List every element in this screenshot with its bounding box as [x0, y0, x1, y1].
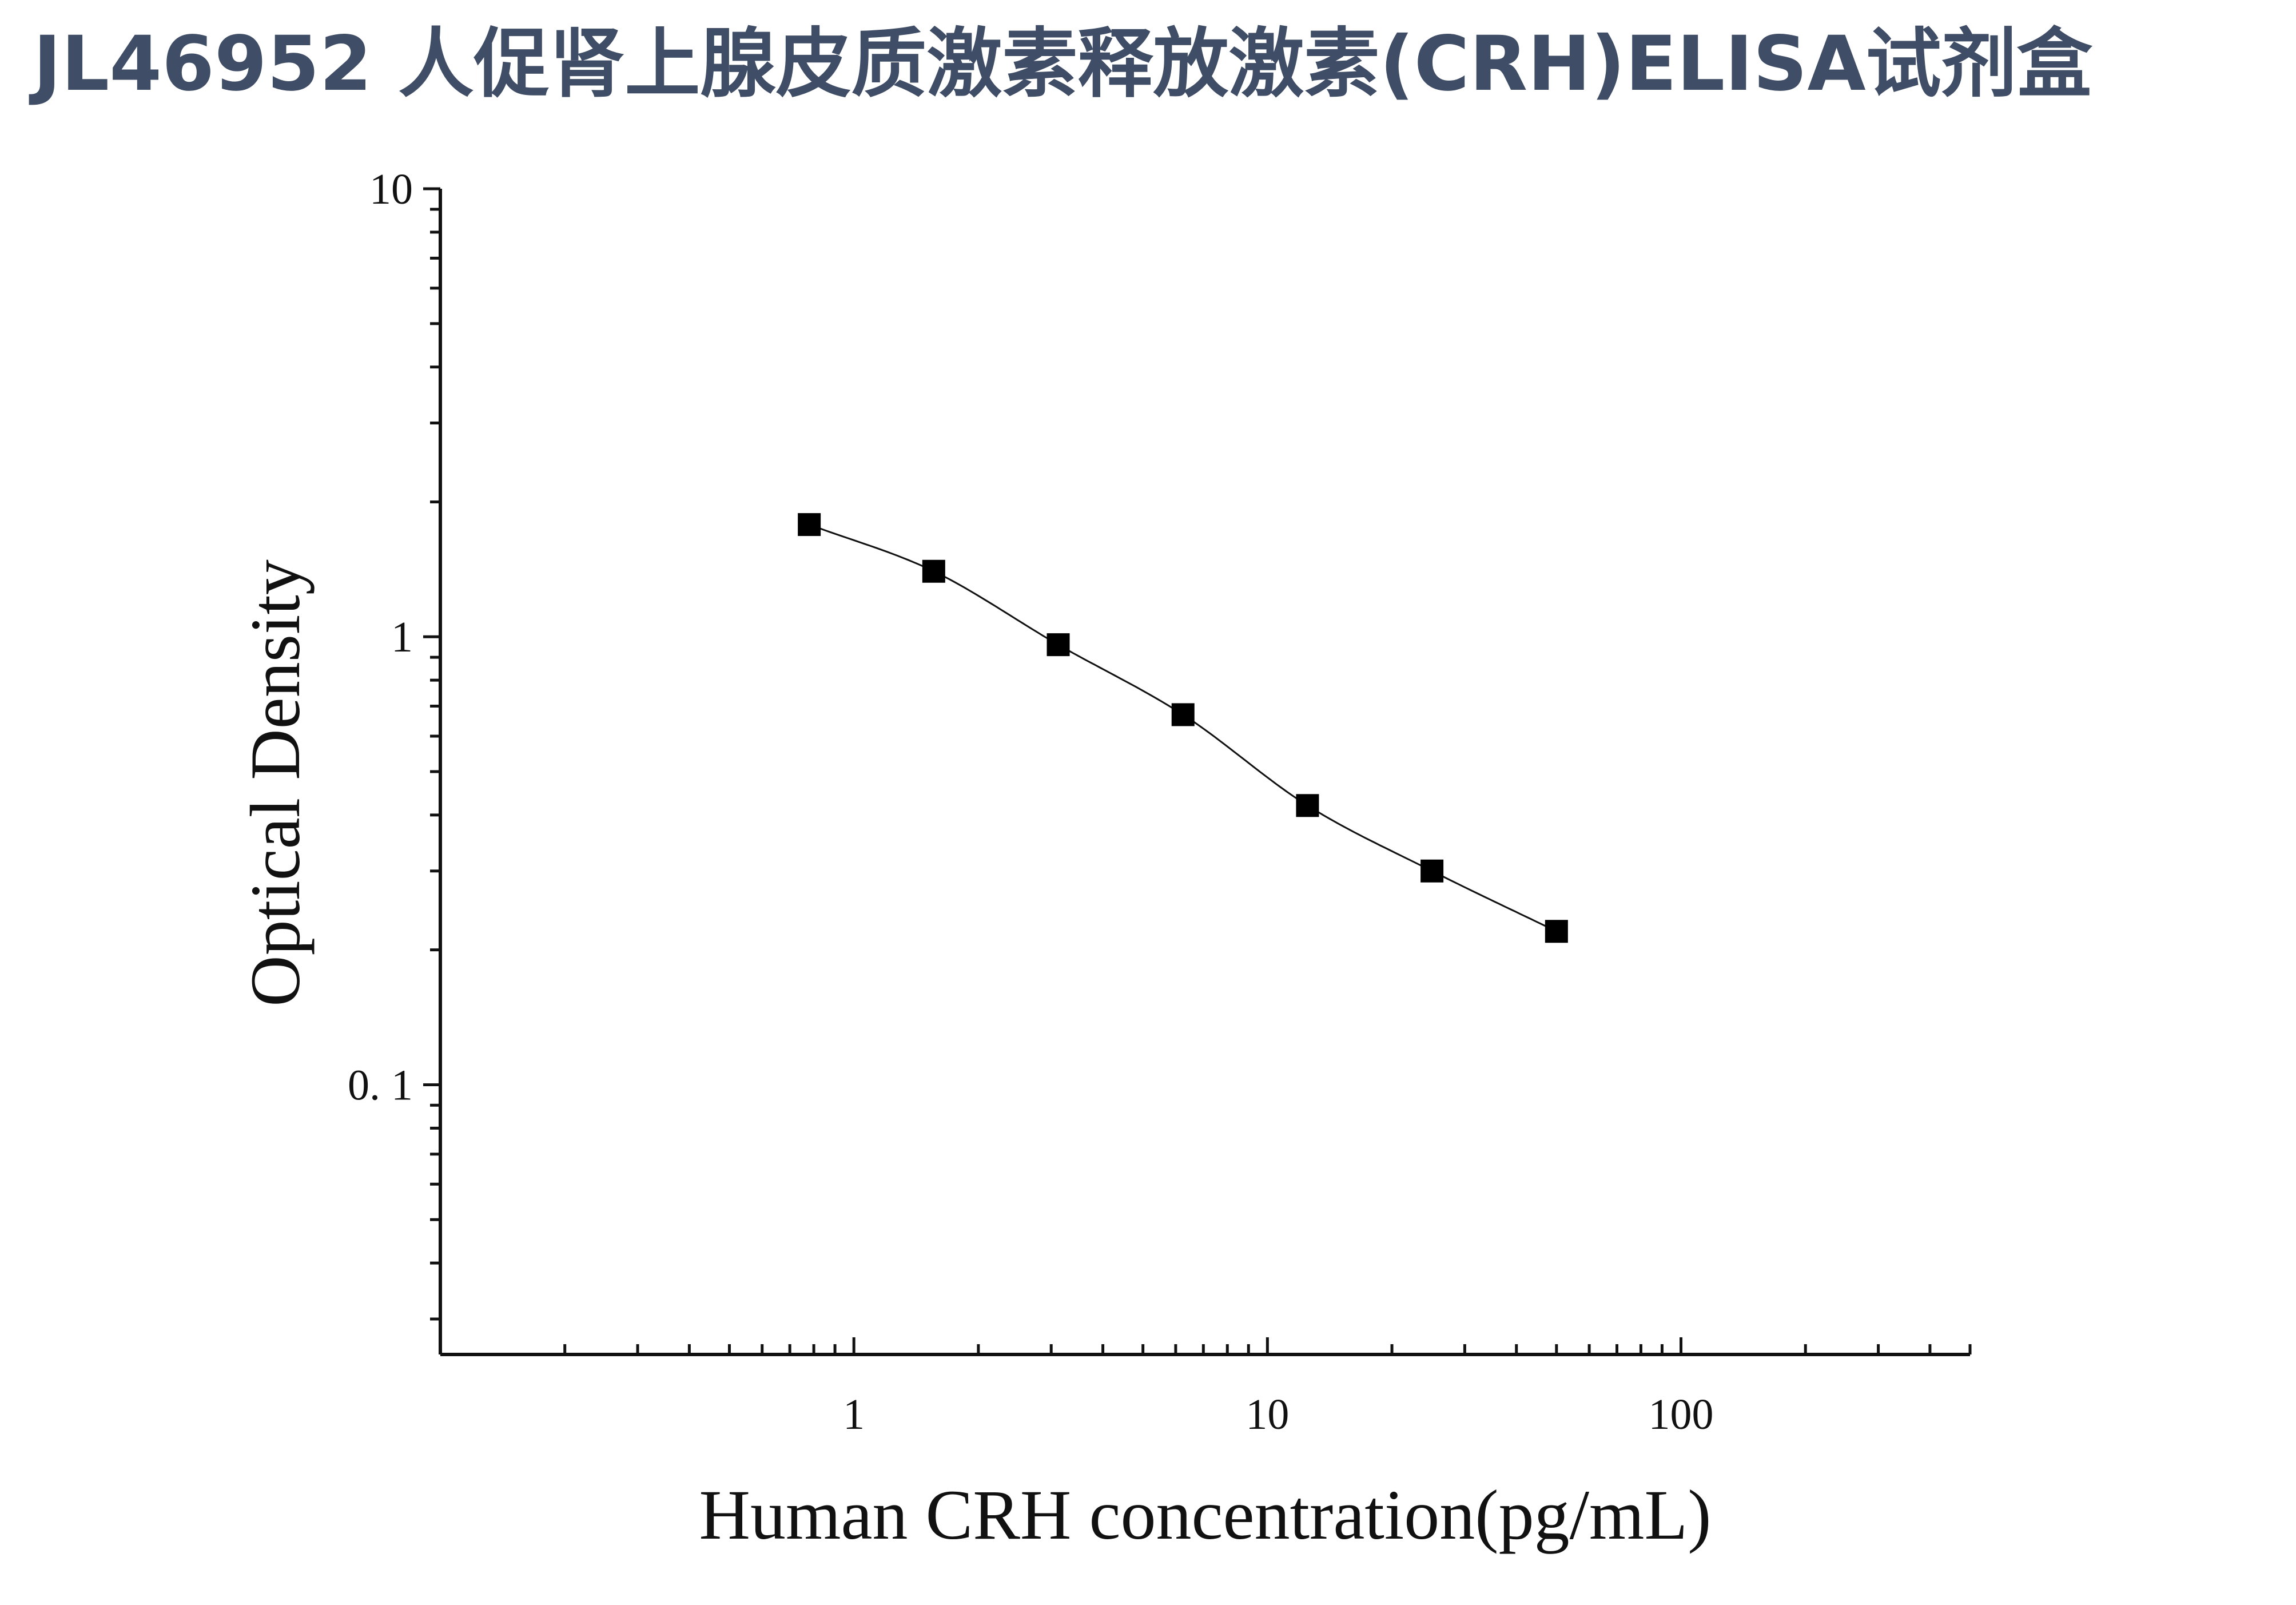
data-point — [1171, 703, 1195, 726]
data-points-layer — [798, 513, 1568, 943]
axes — [423, 187, 1972, 1356]
data-point — [1545, 920, 1568, 943]
data-point — [798, 513, 821, 537]
x-tick-label: 10 — [1246, 1391, 1289, 1439]
fit-curve-layer — [809, 523, 1557, 932]
y-tick-label: 1 — [391, 613, 413, 661]
y-axis-title: Optical Density — [236, 559, 315, 1007]
tick-labels: 10 1 0. 1 1 10 100 — [348, 165, 1714, 1439]
page-title: JL46952 人促肾上腺皮质激素释放激素(CRH)ELISA试剂盒 — [33, 20, 2092, 108]
fit-curve — [809, 523, 1557, 932]
y-tick-label: 0. 1 — [348, 1061, 413, 1109]
x-axis-title: Human CRH concentration(pg/mL) — [699, 1476, 1711, 1554]
data-point — [1420, 859, 1444, 883]
data-point — [1046, 633, 1070, 657]
x-tick-label: 1 — [843, 1391, 865, 1439]
y-tick-label: 10 — [369, 165, 413, 213]
data-point — [1296, 794, 1319, 817]
x-tick-label: 100 — [1649, 1391, 1714, 1439]
data-point — [922, 559, 945, 583]
